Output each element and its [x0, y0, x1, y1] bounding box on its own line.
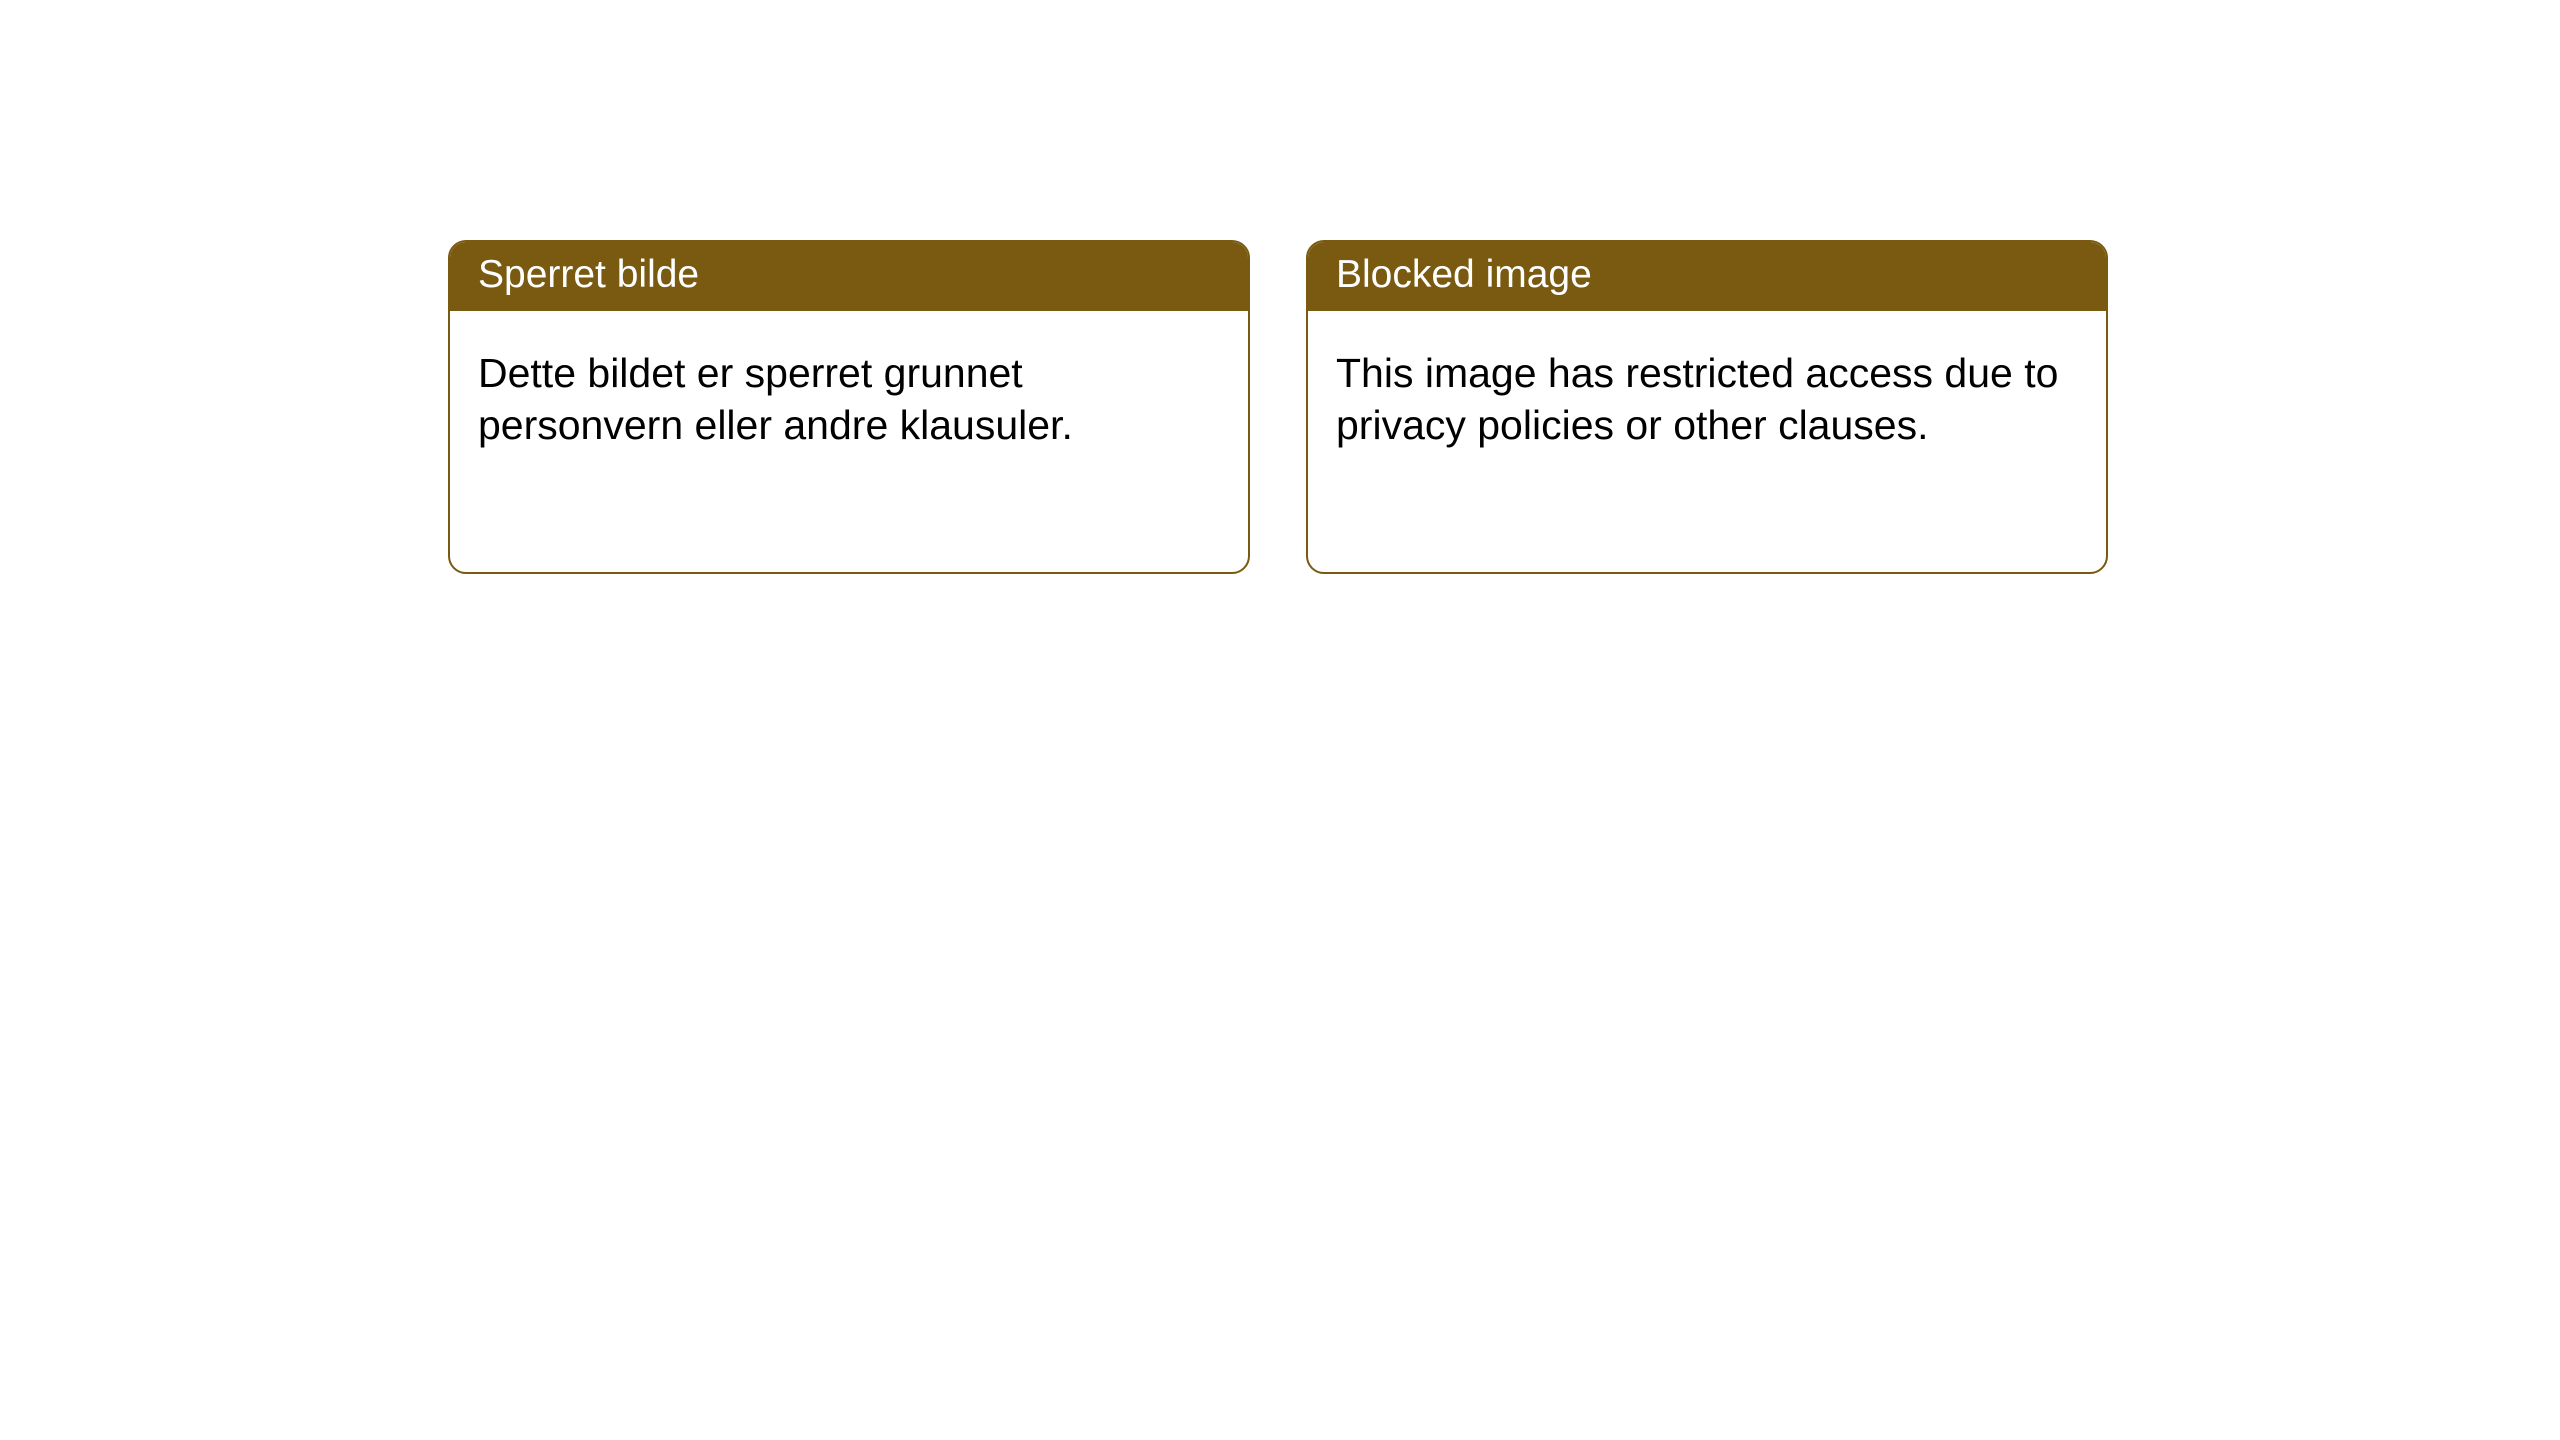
- card-header: Sperret bilde: [450, 242, 1248, 311]
- card-body: This image has restricted access due to …: [1308, 311, 2106, 480]
- blocked-image-card-en: Blocked image This image has restricted …: [1306, 240, 2108, 574]
- blocked-image-card-no: Sperret bilde Dette bildet er sperret gr…: [448, 240, 1250, 574]
- card-header: Blocked image: [1308, 242, 2106, 311]
- card-body: Dette bildet er sperret grunnet personve…: [450, 311, 1248, 480]
- notice-container: Sperret bilde Dette bildet er sperret gr…: [0, 0, 2560, 574]
